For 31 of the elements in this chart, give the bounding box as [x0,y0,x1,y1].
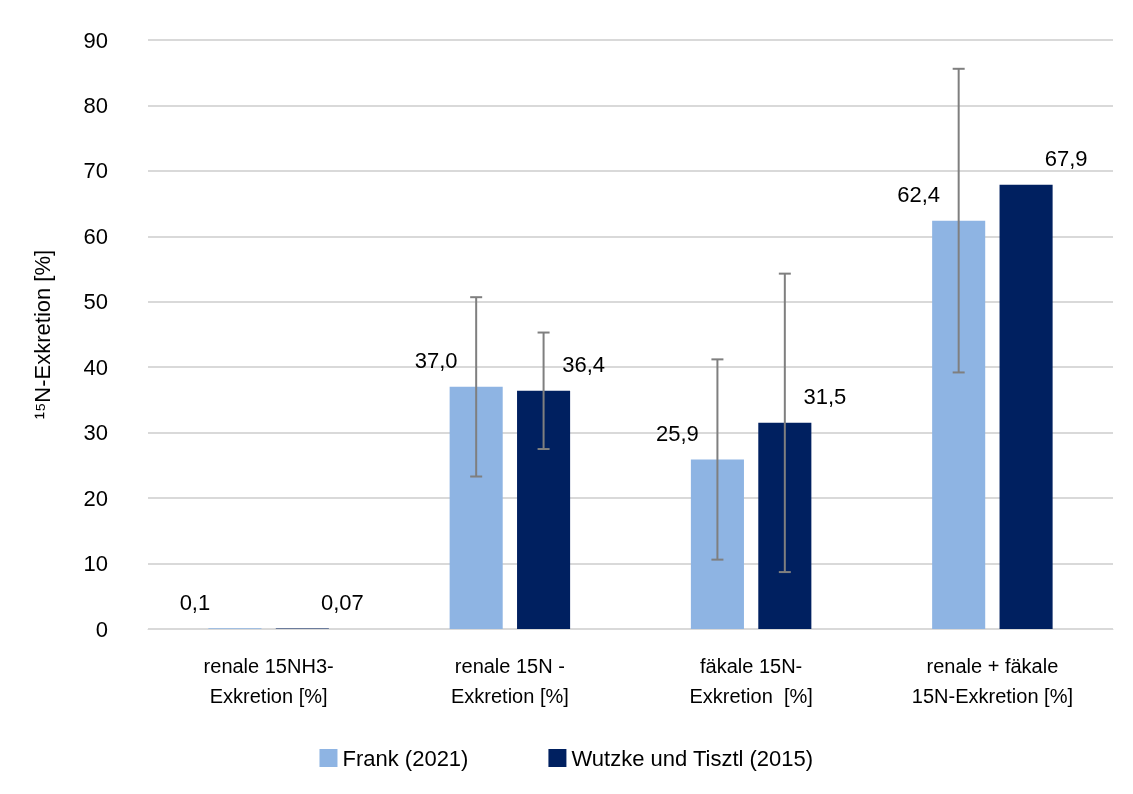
x-tick-label: renale 15NH3- Exkretion [%] [203,655,334,707]
bar [932,220,986,629]
y-tick-label: 80 [83,92,108,118]
legend-label: Wutzke und Tisztl (2015) [571,745,814,771]
y-axis-title: ¹⁵N-Exkretion [%] [29,249,55,420]
bar [449,386,503,629]
data-label: 62,4 [897,182,941,208]
legend-label: Frank (2021) [342,745,469,771]
x-tick-label: renale 15N - Exkretion [%] [450,655,569,707]
y-tick-label: 50 [83,289,108,315]
data-label: 67,9 [1044,146,1088,172]
bar [999,184,1053,629]
x-tick-label: fäkale 15N- Exkretion [%] [689,655,813,707]
bar [758,422,812,629]
y-tick-label: 60 [83,223,108,249]
data-label: 0,1 [179,589,211,615]
y-tick-label: 0 [95,616,108,642]
bar [517,390,571,629]
y-tick-label: 10 [83,551,108,577]
data-label: 37,0 [414,348,458,374]
data-label: 31,5 [803,384,847,410]
data-label: 25,9 [656,421,699,446]
y-tick-label: 90 [83,27,108,53]
bar [690,459,744,629]
y-tick-label: 40 [83,354,108,380]
data-label: 36,4 [562,352,605,378]
x-tick-label: renale + fäkale 15N-Exkretion [%] [911,655,1073,707]
data-label: 0,07 [320,590,364,616]
y-tick-label: 20 [83,485,108,511]
y-tick-label: 30 [83,420,108,446]
y-tick-label: 70 [83,158,108,184]
